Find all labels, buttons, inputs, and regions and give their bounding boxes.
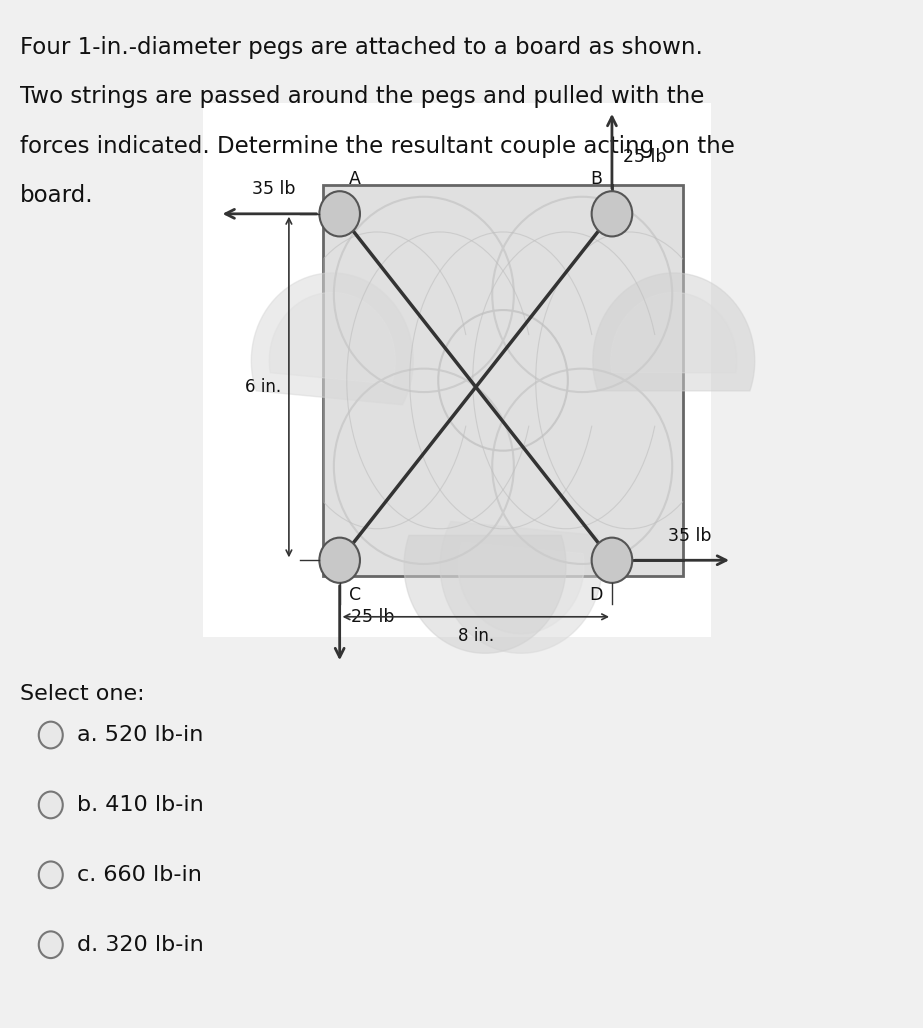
- Polygon shape: [458, 542, 584, 633]
- Text: d. 320 lb-in: d. 320 lb-in: [77, 934, 203, 955]
- Polygon shape: [611, 293, 737, 373]
- Text: 25 lb: 25 lb: [351, 608, 394, 626]
- Circle shape: [592, 538, 632, 583]
- Circle shape: [39, 931, 63, 958]
- Polygon shape: [270, 293, 395, 384]
- Text: a. 520 lb-in: a. 520 lb-in: [77, 725, 203, 745]
- Circle shape: [39, 792, 63, 818]
- Circle shape: [592, 191, 632, 236]
- Circle shape: [39, 722, 63, 748]
- Text: D: D: [590, 586, 603, 604]
- Text: 25 lb: 25 lb: [623, 148, 666, 167]
- Text: Four 1-in.-diameter pegs are attached to a board as shown.: Four 1-in.-diameter pegs are attached to…: [20, 36, 703, 59]
- Polygon shape: [404, 536, 566, 653]
- Polygon shape: [593, 273, 755, 391]
- Bar: [323, 185, 683, 576]
- Text: c. 660 lb-in: c. 660 lb-in: [77, 865, 201, 885]
- Text: Two strings are passed around the pegs and pulled with the: Two strings are passed around the pegs a…: [20, 85, 704, 108]
- Polygon shape: [440, 521, 602, 653]
- Text: 6 in.: 6 in.: [246, 378, 282, 396]
- Text: C: C: [349, 586, 361, 604]
- Text: b. 410 lb-in: b. 410 lb-in: [77, 795, 203, 815]
- Polygon shape: [251, 273, 414, 405]
- Circle shape: [319, 191, 360, 236]
- Circle shape: [319, 538, 360, 583]
- Text: 35 lb: 35 lb: [668, 526, 712, 545]
- Circle shape: [39, 861, 63, 888]
- Text: Select one:: Select one:: [20, 684, 145, 703]
- Text: 35 lb: 35 lb: [252, 180, 295, 198]
- Text: forces indicated. Determine the resultant couple acting on the: forces indicated. Determine the resultan…: [20, 135, 736, 157]
- Text: board.: board.: [20, 184, 94, 207]
- Bar: [203, 103, 711, 637]
- Text: A: A: [349, 170, 361, 188]
- Text: B: B: [591, 170, 603, 188]
- Text: 8 in.: 8 in.: [458, 627, 494, 646]
